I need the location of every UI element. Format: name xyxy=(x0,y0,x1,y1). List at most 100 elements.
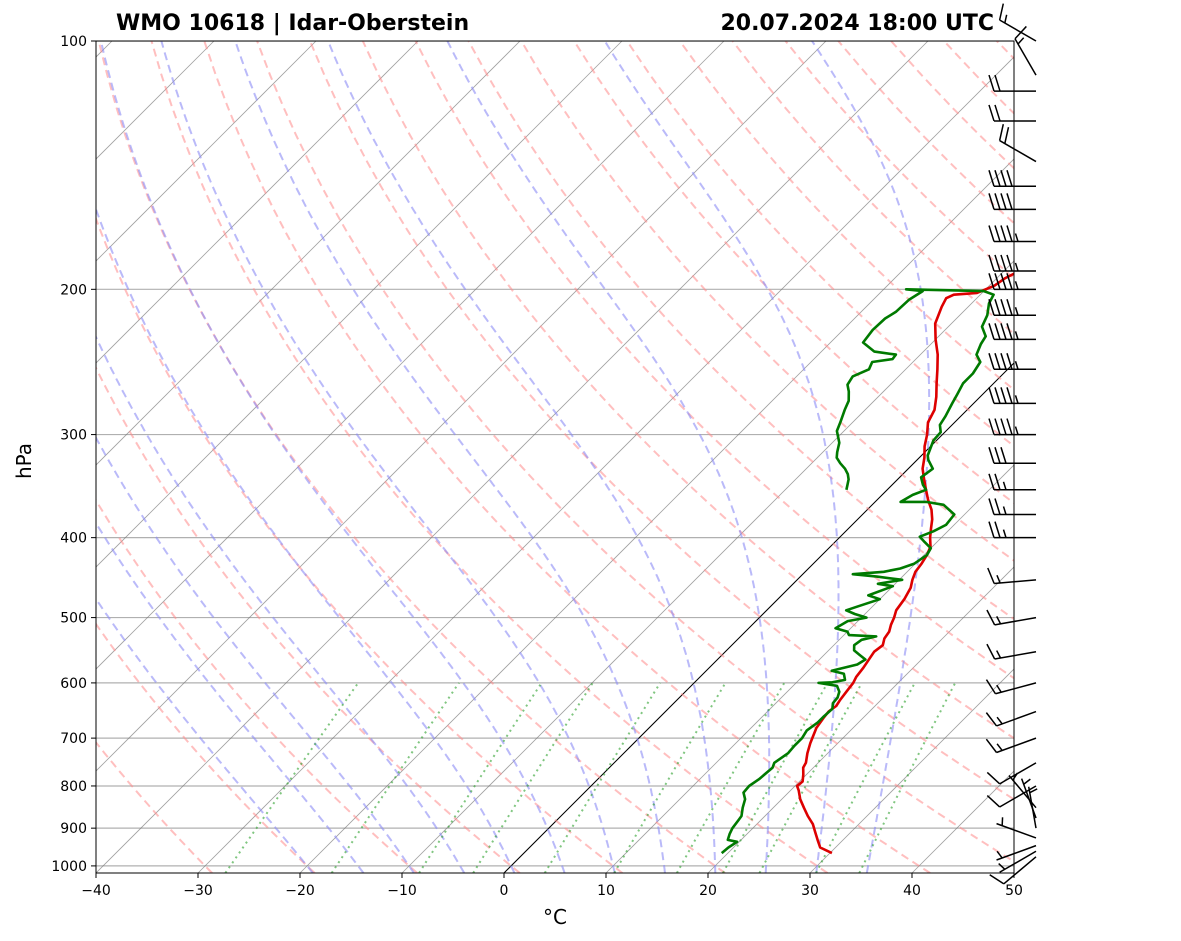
moist-adiabat-line xyxy=(100,41,566,873)
y-axis-label: hPa xyxy=(12,443,36,479)
y-tick-label: 800 xyxy=(60,779,87,795)
wind-barb xyxy=(989,856,1037,885)
x-tick-label: 0 xyxy=(500,883,509,899)
wind-barb xyxy=(988,521,1036,539)
wind-barb xyxy=(986,643,1037,660)
moist-adiabat-line xyxy=(96,521,365,873)
moist-adiabat-line xyxy=(234,41,666,873)
wind-barb xyxy=(988,273,1036,291)
y-tick-label: 700 xyxy=(60,731,87,747)
x-tick-label: 20 xyxy=(699,883,717,899)
mixing-ratio-line xyxy=(472,682,594,873)
dry-adiabat-line xyxy=(626,41,1014,448)
plot-frame xyxy=(95,40,1015,874)
chart-title-datetime: 20.07.2024 18:00 UTC xyxy=(720,11,994,36)
x-tick-label: 10 xyxy=(597,883,615,899)
isotherm-line xyxy=(96,41,725,670)
dry-adiabat-line xyxy=(731,41,1014,336)
wind-barb xyxy=(988,299,1036,316)
y-tick-label: 200 xyxy=(60,282,87,298)
isotherm-line xyxy=(299,158,1014,873)
isotherm-line xyxy=(96,41,317,262)
wind-barb xyxy=(988,498,1036,516)
isotherm-line xyxy=(96,41,419,364)
wind-barb xyxy=(988,387,1036,405)
isotherm-line xyxy=(1013,872,1014,873)
dewpoint-line xyxy=(720,288,995,855)
wind-barb xyxy=(996,844,1037,861)
x-tick-label: 40 xyxy=(903,883,921,899)
moist-adiabat-line xyxy=(811,41,931,873)
wind-barb xyxy=(988,473,1036,491)
dry-adiabat-line xyxy=(520,41,1014,562)
isotherm-line xyxy=(605,464,1014,873)
isotherm-line xyxy=(707,566,1014,873)
x-tick-label: −40 xyxy=(81,883,111,899)
x-tick-label: −30 xyxy=(183,883,213,899)
x-tick-label: 50 xyxy=(1005,883,1023,899)
dry-adiabat-line xyxy=(96,740,213,873)
wind-barb xyxy=(988,170,1036,188)
mixing-ratio-line xyxy=(543,682,662,873)
dry-adiabat-line xyxy=(467,41,1014,621)
wind-barb xyxy=(996,817,1037,839)
moist-adiabat-line xyxy=(96,334,466,873)
wind-barb xyxy=(985,737,1037,754)
wind-barb xyxy=(985,679,1037,695)
moist-adiabat-line xyxy=(446,41,771,873)
y-tick-label: 900 xyxy=(60,821,87,837)
wind-barb xyxy=(998,124,1037,163)
y-tick-label: 1000 xyxy=(51,859,87,875)
isotherm-line xyxy=(96,41,827,772)
isotherm-line xyxy=(96,41,521,466)
mixing-ratio-line xyxy=(858,682,957,873)
dry-adiabat-line xyxy=(943,41,1014,115)
wind-barb xyxy=(988,254,1036,272)
wind-barb xyxy=(1014,25,1037,76)
dry-adiabat-line xyxy=(678,41,1014,391)
wind-barb xyxy=(998,850,1037,873)
wind-barb xyxy=(987,567,1037,585)
wind-barb xyxy=(988,104,1036,122)
y-tick-label: 100 xyxy=(60,34,87,50)
dry-adiabat-line xyxy=(96,216,624,873)
dry-adiabat-line xyxy=(414,41,1014,680)
wind-barb xyxy=(988,447,1036,465)
mixing-ratio-line xyxy=(330,682,460,873)
sounding-profiles xyxy=(720,272,1014,855)
wind-barb xyxy=(988,225,1036,243)
isotherm-line xyxy=(96,41,623,568)
x-axis-label: °C xyxy=(543,905,567,929)
zero-isotherm-line xyxy=(503,362,1014,873)
wind-barb xyxy=(985,710,1037,727)
y-tick-label: 500 xyxy=(60,611,87,627)
mixing-ratio-line xyxy=(613,682,727,873)
y-tick-label: 600 xyxy=(60,676,87,692)
wind-barb xyxy=(986,785,1037,808)
background-grid xyxy=(96,41,1181,873)
wind-barb xyxy=(988,353,1036,371)
dry-adiabat-line xyxy=(1050,41,1181,873)
wind-barb xyxy=(988,74,1036,92)
chart-title-station: WMO 10618 | Idar-Oberstein xyxy=(116,11,469,36)
wind-barb xyxy=(988,193,1036,211)
wind-barb xyxy=(1008,772,1037,809)
wind-barbs xyxy=(985,3,1038,885)
dry-adiabat-line xyxy=(996,41,1014,60)
wind-barb xyxy=(986,609,1037,626)
axis-ticks: −40 −30 −20 −10 0 10 20 30 40 50 100 200 300 400 500 60… xyxy=(51,34,1023,899)
dry-adiabat-line xyxy=(203,41,931,873)
moist-adiabat-line xyxy=(327,41,717,873)
wind-barb xyxy=(988,418,1036,436)
wind-barb xyxy=(986,762,1037,785)
moist-adiabat-line xyxy=(96,206,516,873)
wind-barb xyxy=(988,323,1036,341)
temperature-line xyxy=(795,272,1014,855)
mixing-ratio-line xyxy=(418,682,543,873)
moist-adiabat-line xyxy=(96,435,415,873)
moist-adiabat-line xyxy=(603,41,840,873)
dry-adiabat-line xyxy=(96,365,521,873)
moist-adiabat-line xyxy=(160,41,616,873)
dry-adiabat-line xyxy=(256,41,1014,863)
x-tick-label: −10 xyxy=(387,883,417,899)
